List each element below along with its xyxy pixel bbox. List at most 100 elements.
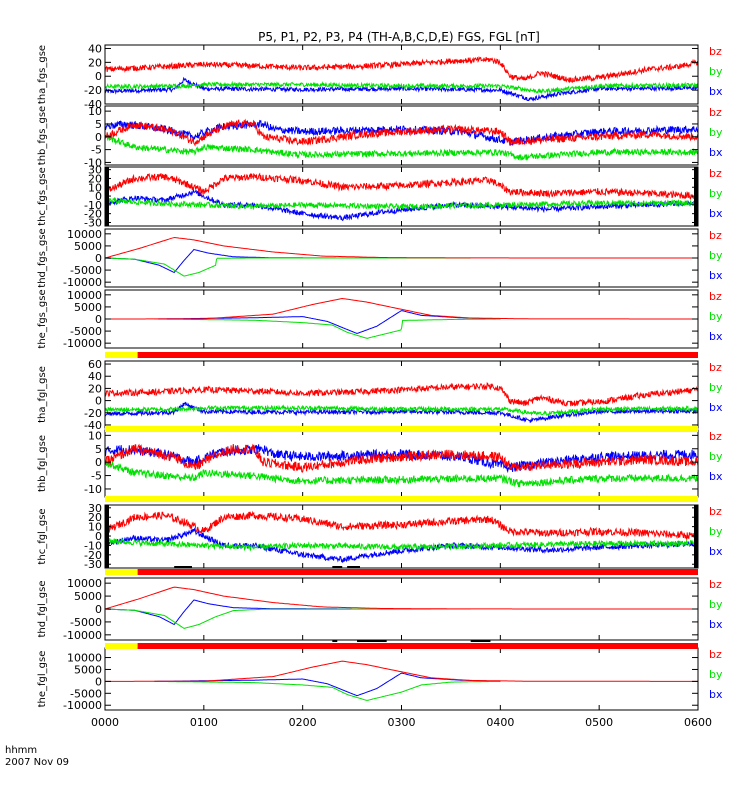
- y-axis-label: the_fgs_gse: [37, 289, 48, 348]
- legend-bx: bx: [709, 470, 723, 483]
- y-tick-label: -20: [84, 208, 102, 221]
- series-bz-line: [105, 443, 698, 473]
- y-tick-label: -10: [84, 199, 102, 212]
- y-tick-label: 0: [95, 313, 102, 326]
- y-tick-label: 0: [95, 131, 102, 144]
- y-tick-label: -5000: [70, 616, 102, 629]
- legend-by: by: [709, 310, 723, 323]
- y-tick-label: -10000: [63, 337, 102, 350]
- series-by-line: [105, 133, 698, 162]
- legend-by: by: [709, 249, 723, 262]
- panel-traces: [105, 510, 698, 564]
- panel-traces: [105, 586, 698, 629]
- y-tick-label: 40: [88, 42, 102, 55]
- y-tick-label: 0: [95, 603, 102, 616]
- series-by-line: [154, 318, 501, 339]
- y-tick-label: 0: [95, 190, 102, 203]
- status-tick: [470, 640, 491, 642]
- legend-bz: bz: [709, 167, 722, 180]
- legend-bz: bz: [709, 578, 722, 591]
- status-bar: [105, 640, 699, 649]
- status-segment: [105, 426, 698, 432]
- panel-traces: [105, 660, 698, 701]
- panel-frame: [104, 647, 699, 711]
- y-tick-label: 0: [95, 252, 102, 265]
- y-tick-label: 40: [88, 370, 102, 383]
- y-tick-label: 5: [95, 118, 102, 131]
- legend-bz: bz: [709, 361, 722, 374]
- y-tick-label: -5: [91, 470, 102, 483]
- y-axis-label: thd_fgs_gse: [37, 228, 48, 287]
- status-segment: [105, 643, 138, 649]
- legend-bx: bx: [709, 269, 723, 282]
- y-tick-label: -40: [84, 98, 102, 111]
- status-segment: [137, 569, 699, 575]
- series-by-line: [105, 80, 698, 95]
- series-bz-line: [105, 586, 698, 610]
- y-tick-label: 0: [95, 530, 102, 543]
- series-bz-line: [105, 55, 698, 84]
- status-segment: [137, 643, 699, 649]
- series-bx-line: [105, 189, 698, 222]
- legend-bz: bz: [709, 430, 722, 443]
- series-by-line: [105, 196, 698, 211]
- series-bx-line: [105, 119, 698, 146]
- panel-frame: [104, 166, 699, 227]
- y-tick-label: -20: [84, 549, 102, 562]
- y-tick-label: 0: [95, 70, 102, 83]
- series-by-line: [105, 404, 698, 417]
- y-tick-label: 5: [95, 443, 102, 456]
- series-by-line: [105, 608, 471, 629]
- legend-by: by: [709, 525, 723, 538]
- series-by-line: [105, 459, 698, 488]
- y-tick-label: 10: [88, 181, 102, 194]
- legend-bx: bx: [709, 545, 723, 558]
- x-tick-label: 0200: [289, 716, 317, 729]
- y-tick-label: -30: [84, 558, 102, 571]
- y-tick-label: 5000: [74, 301, 102, 314]
- y-tick-label: 10000: [67, 577, 102, 590]
- y-tick-label: -30: [84, 216, 102, 229]
- series-by-line: [105, 537, 698, 552]
- legend-bx: bx: [709, 401, 723, 414]
- status-bar: [105, 352, 699, 358]
- panel-traces: [105, 236, 698, 277]
- y-tick-label: 20: [88, 56, 102, 69]
- legend-bz: bz: [709, 505, 722, 518]
- y-tick-label: 30: [88, 164, 102, 177]
- status-tick: [347, 566, 360, 568]
- y-tick-label: -10: [84, 156, 102, 169]
- legend-bz: bz: [709, 648, 722, 661]
- y-tick-label: -10000: [63, 276, 102, 289]
- legend-bx: bx: [709, 85, 723, 98]
- y-tick-label: 30: [88, 502, 102, 515]
- y-tick-label: 60: [88, 358, 102, 371]
- y-tick-label: 5000: [74, 240, 102, 253]
- legend-by: by: [709, 187, 723, 200]
- x-tick-label: 0000: [91, 716, 119, 729]
- y-axis-label: thb_fgs_gse: [37, 106, 48, 165]
- y-tick-label: -10000: [63, 699, 102, 712]
- y-tick-label: -10: [84, 483, 102, 496]
- status-segment: [137, 352, 699, 358]
- x-tick-label: 0100: [190, 716, 218, 729]
- y-tick-label: 20: [88, 382, 102, 395]
- y-tick-label: 10000: [67, 652, 102, 665]
- x-tick-label: 0300: [388, 716, 416, 729]
- legend-by: by: [709, 598, 723, 611]
- panel-frame: [104, 360, 699, 429]
- y-axis-label: thb_fgl_gse: [37, 435, 48, 492]
- status-tick: [332, 566, 343, 568]
- x-axis-label: hhmm: [5, 745, 37, 756]
- legend-bz: bz: [709, 106, 722, 119]
- y-tick-label: 5000: [74, 663, 102, 676]
- x-tick-label: 0500: [585, 716, 613, 729]
- y-axis-label: tha_fgs_gse: [37, 45, 48, 104]
- series-bz-line: [105, 510, 698, 541]
- series-bz-line: [105, 172, 698, 201]
- y-axis-label: the_fgl_gse: [37, 651, 48, 708]
- panel-traces: [105, 118, 698, 162]
